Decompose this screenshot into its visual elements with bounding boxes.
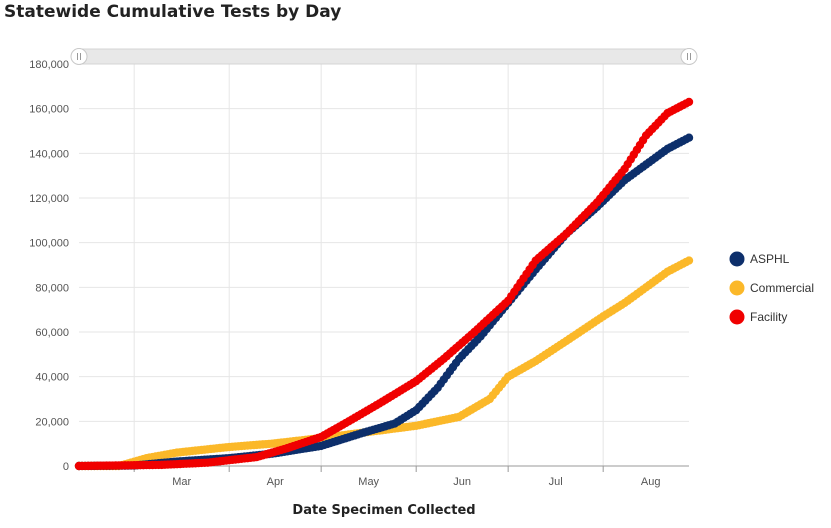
legend-label: ASPHL (750, 252, 790, 266)
x-tick-label: Jul (549, 476, 563, 488)
range-start-handle[interactable] (70, 48, 88, 65)
y-tick-label: 80,000 (35, 282, 69, 294)
chart-title: Statewide Cumulative Tests by Day (4, 2, 342, 22)
y-tick-label: 120,000 (29, 193, 69, 205)
range-slider[interactable] (70, 48, 698, 65)
y-tick-label: 140,000 (29, 148, 69, 160)
range-end-handle[interactable] (680, 48, 698, 65)
legend: ASPHL Commercial Facility (729, 251, 814, 325)
y-tick-label: 20,000 (35, 416, 69, 428)
range-slider-track (78, 48, 690, 65)
legend-label: Facility (750, 310, 787, 324)
y-tick-label: 180,000 (29, 59, 69, 71)
legend-marker-asphl (729, 251, 745, 267)
x-tick-label: Jun (453, 476, 471, 488)
x-tick-label: Aug (641, 476, 661, 488)
legend-marker-commercial (729, 280, 745, 296)
legend-label: Commercial (750, 281, 814, 295)
gridlines (79, 63, 689, 467)
x-axis-title: Date Specimen Collected (292, 503, 475, 518)
y-tick-label: 60,000 (35, 327, 69, 339)
y-tick-label: 40,000 (35, 372, 69, 384)
data-point (684, 133, 694, 142)
data-point (684, 97, 694, 107)
x-tick-label: May (358, 476, 379, 488)
legend-marker-facility (729, 309, 745, 325)
plot-area (74, 97, 694, 471)
y-tick-label: 100,000 (29, 238, 69, 250)
x-axis: Mar Apr May Jun Jul Aug (79, 465, 689, 488)
y-axis: 0 20,000 40,000 60,000 80,000 100,000 120,000 1… (29, 59, 69, 473)
series-commercial (74, 256, 694, 471)
y-tick-label: 160,000 (29, 104, 69, 116)
x-tick-label: Apr (267, 476, 284, 488)
x-tick-label: Mar (172, 476, 191, 488)
series-asphl (74, 133, 694, 471)
y-tick-label: 0 (63, 461, 69, 473)
data-point (684, 256, 694, 265)
series-facility (74, 97, 694, 471)
